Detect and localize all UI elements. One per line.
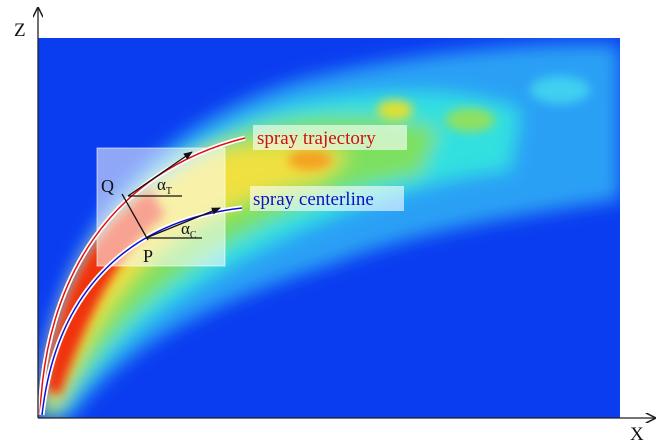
point-label: P — [143, 246, 153, 266]
figure: Q P αT αC spray trajectory spray centerl… — [0, 0, 667, 445]
axis-label: Z — [14, 20, 26, 41]
highlight-box — [97, 148, 225, 266]
angle-symbol: α — [181, 219, 190, 238]
angle-symbol: α — [157, 175, 166, 194]
point-label: Q — [101, 176, 114, 196]
angle-subscript: C — [190, 230, 197, 241]
curve-label: spray centerline — [253, 189, 374, 210]
curve-label: spray trajectory — [257, 128, 376, 149]
angle-subscript: T — [166, 186, 172, 197]
axis-label: X — [630, 424, 644, 445]
